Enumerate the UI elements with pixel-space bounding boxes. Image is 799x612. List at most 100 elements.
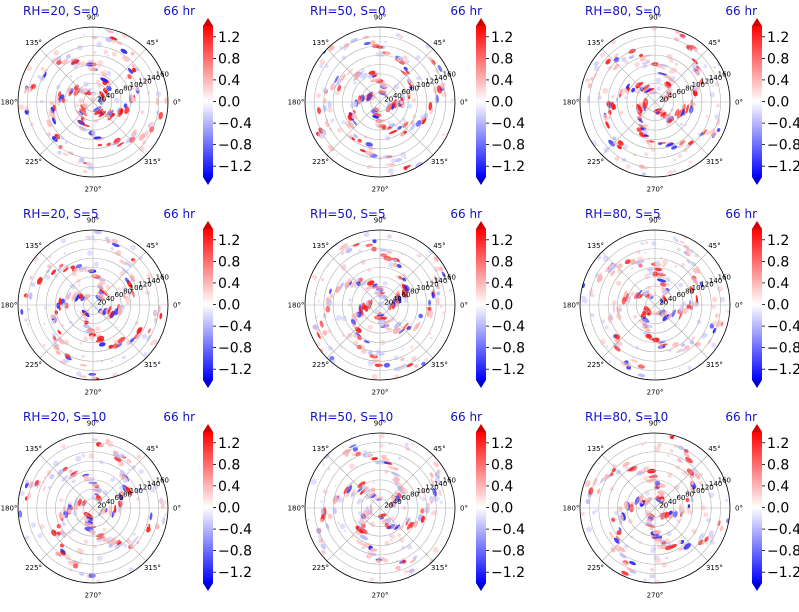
field-speckle [107,536,113,542]
field-speckle [600,319,606,324]
field-streak [421,361,426,366]
field-streak [130,273,135,279]
field-streak [670,543,678,549]
field-speckle [698,480,704,485]
colorbar-tick-label: −0.4 [218,319,252,335]
field-streak [97,143,103,147]
field-speckle [91,90,97,97]
angle-tick-label: 270° [372,592,389,600]
colorbar: 1.2 0.8 0.4 0.0 −0.4 −0.8 −1.2 [203,424,252,591]
field-streak [436,296,440,306]
field-speckle [19,490,25,496]
field-speckle [78,496,81,499]
field-speckle [162,500,167,505]
radial-tick-label: 120 [138,281,151,289]
field-streak [111,112,115,117]
field-streak [47,264,52,269]
radial-tick-label: 160 [156,273,169,281]
angle-tick-label: 0° [460,302,468,310]
field-streak [657,72,667,76]
field-streak [380,253,388,258]
colorbar-tick-label: −0.8 [218,341,252,357]
field-streak [682,110,686,116]
field-speckle [125,340,131,346]
field-streak [409,558,417,564]
field-streak [319,320,324,328]
field-streak [75,264,83,269]
field-speckle [678,282,684,288]
field-speckle [26,87,32,93]
field-speckle [347,134,353,140]
field-streak [82,169,88,174]
field-streak [683,542,692,550]
field-speckle [351,101,357,108]
field-speckle [363,231,370,238]
field-streak [436,285,440,290]
field-streak [671,309,677,318]
field-speckle [389,538,393,542]
radial-tick-label: 140 [147,480,160,488]
field-streak [149,512,153,521]
field-streak [124,277,130,283]
field-speckle [636,250,641,255]
field-speckle [611,300,617,306]
field-streak [113,308,119,316]
field-speckle [619,110,624,115]
field-speckle [357,511,362,516]
field-speckle [695,70,701,77]
field-streak [637,118,644,123]
field-speckle [671,67,678,74]
field-speckle [319,59,326,65]
field-streak [716,118,721,126]
colorbar-gradient [476,229,486,380]
angle-tick-label: 225° [25,564,42,572]
field-speckle [71,479,76,484]
angular-gridline [601,251,656,306]
field-streak [596,488,601,495]
field-streak [615,339,623,346]
field-streak [386,327,392,331]
field-speckle [387,121,391,125]
field-speckle [439,500,443,504]
field-speckle [681,301,687,307]
angular-gridline [39,101,94,156]
field-streak [82,293,90,300]
field-speckle [367,268,372,272]
angle-tick-label: 45° [433,39,445,47]
field-streak [653,267,663,272]
field-streak [343,486,349,495]
field-streak [610,315,614,321]
field-streak [93,106,102,113]
field-speckle [665,556,669,560]
field-streak [99,91,105,98]
field-streak [694,82,700,91]
field-streak [96,536,106,540]
field-streak [136,540,140,545]
field-speckle [53,460,60,467]
angular-gridline [601,507,656,562]
field-speckle [76,371,82,377]
colorbar-tick-label: 1.2 [767,30,789,46]
field-streak [131,67,137,73]
field-speckle [702,332,708,338]
field-streak [57,337,65,345]
field-speckle [119,485,124,491]
field-speckle [705,130,711,136]
field-streak [398,328,405,334]
field-streak [396,290,401,295]
field-streak [613,345,621,352]
field-streak [610,270,616,277]
field-streak [132,132,138,139]
field-streak [643,87,652,94]
field-streak [117,336,126,344]
field-speckle [122,286,125,290]
field-speckle [367,550,372,554]
angular-gridline [379,304,434,359]
radial-tick-label: 80 [685,85,694,93]
field-speckle [60,509,63,512]
field-streak [590,76,594,81]
angle-tick-label: 225° [312,361,329,369]
field-speckle [649,567,655,572]
field-streak [325,305,331,313]
field-speckle [327,107,333,113]
